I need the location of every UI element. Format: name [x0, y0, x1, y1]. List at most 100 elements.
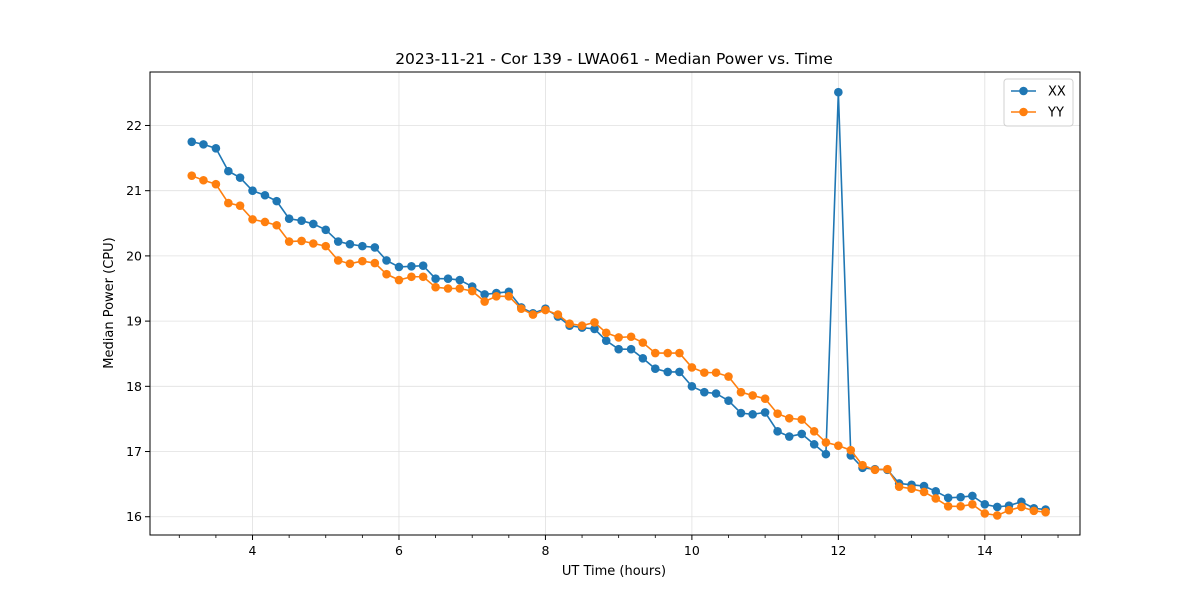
data-point-xx — [601, 336, 611, 345]
legend-label-yy: YY — [1047, 106, 1064, 121]
y-tick-label: 18 — [126, 379, 142, 394]
data-point-xx — [224, 166, 233, 176]
data-point-xx — [614, 344, 623, 354]
data-point-xx — [235, 173, 245, 182]
y-tick-label: 19 — [126, 314, 142, 329]
data-point-yy — [308, 239, 318, 248]
data-point-xx — [638, 353, 648, 363]
data-point-yy — [272, 220, 281, 230]
data-point-xx — [297, 216, 306, 225]
data-point-yy — [870, 465, 880, 475]
data-point-yy — [919, 487, 929, 497]
y-tick-label: 16 — [126, 509, 142, 524]
data-point-yy — [748, 391, 757, 400]
data-point-yy — [809, 427, 819, 436]
data-point-yy — [760, 394, 770, 404]
data-point-yy — [821, 438, 831, 447]
data-point-yy — [358, 256, 367, 266]
data-point-yy — [541, 305, 550, 315]
data-point-xx — [248, 186, 257, 195]
data-point-xx — [260, 190, 270, 200]
data-point-yy — [590, 318, 599, 327]
data-point-yy — [663, 348, 673, 358]
data-point-yy — [284, 237, 294, 246]
data-point-yy — [504, 292, 514, 301]
data-point-yy — [1017, 502, 1026, 512]
data-point-xx — [590, 324, 599, 334]
data-point-xx — [284, 214, 294, 224]
data-point-yy — [577, 321, 587, 330]
data-point-yy — [687, 363, 697, 372]
data-point-xx — [760, 408, 770, 417]
data-point-xx — [358, 241, 367, 251]
plot-frame — [149, 71, 1081, 536]
data-point-xx — [626, 344, 636, 354]
data-point-yy — [187, 171, 197, 180]
data-point-yy — [492, 292, 501, 301]
data-point-yy — [1029, 506, 1039, 516]
data-point-yy — [894, 482, 904, 492]
data-point-xx — [773, 427, 782, 436]
data-point-yy — [956, 502, 965, 511]
data-point-yy — [480, 297, 489, 306]
data-point-yy — [248, 215, 257, 224]
data-point-yy — [797, 415, 807, 424]
x-tick-label: 12 — [830, 543, 846, 558]
data-point-yy — [650, 348, 660, 358]
data-point-yy — [626, 332, 636, 342]
data-point-xx — [382, 256, 391, 265]
data-point-yy — [773, 409, 782, 419]
data-point-xx — [321, 225, 331, 235]
x-axis-label: UT Time (hours) — [562, 564, 666, 579]
series-yy — [187, 171, 1050, 520]
data-point-yy — [834, 441, 843, 450]
data-point-xx — [187, 137, 197, 147]
data-point-yy — [224, 198, 233, 208]
data-point-xx — [308, 219, 318, 229]
series-line-xx — [191, 92, 1046, 511]
chart-title: 2023-11-21 - Cor 139 - LWA061 - Median P… — [395, 50, 833, 68]
data-point-xx — [748, 410, 757, 419]
data-point-yy — [553, 310, 563, 319]
data-point-yy — [980, 509, 990, 518]
data-point-yy — [724, 372, 733, 381]
data-point-yy — [700, 368, 709, 377]
data-point-yy — [260, 217, 270, 227]
data-point-yy — [528, 310, 538, 319]
data-point-xx — [370, 243, 380, 252]
y-tick-label: 22 — [126, 118, 142, 133]
data-point-xx — [834, 87, 843, 97]
data-point-xx — [980, 500, 990, 509]
data-point-xx — [797, 429, 807, 439]
data-point-xx — [650, 364, 660, 374]
data-point-xx — [272, 196, 281, 206]
x-tick-label: 6 — [395, 543, 403, 558]
data-point-yy — [968, 500, 977, 509]
data-point-xx — [992, 502, 1002, 512]
y-tick-label: 17 — [126, 444, 142, 459]
data-point-yy — [431, 282, 440, 292]
data-point-yy — [711, 368, 721, 377]
x-tick-label: 4 — [249, 543, 257, 558]
series-layer — [187, 87, 1050, 520]
data-point-yy — [467, 286, 477, 296]
data-point-xx — [199, 140, 208, 149]
legend-label-xx: XX — [1048, 85, 1066, 100]
data-point-xx — [687, 382, 697, 391]
legend-marker-yy — [1019, 107, 1028, 117]
x-tick-label: 14 — [977, 543, 993, 558]
data-point-xx — [821, 449, 831, 459]
data-point-yy — [418, 272, 428, 282]
data-point-yy — [601, 328, 611, 338]
grid — [150, 72, 1080, 535]
data-point-xx — [663, 367, 673, 377]
data-point-xx — [443, 274, 453, 284]
data-point-yy — [638, 338, 648, 347]
data-point-yy — [516, 304, 526, 314]
data-point-yy — [883, 464, 892, 474]
data-point-yy — [297, 236, 306, 246]
data-point-yy — [394, 275, 404, 285]
data-point-xx — [345, 239, 355, 249]
data-point-xx — [455, 275, 465, 285]
